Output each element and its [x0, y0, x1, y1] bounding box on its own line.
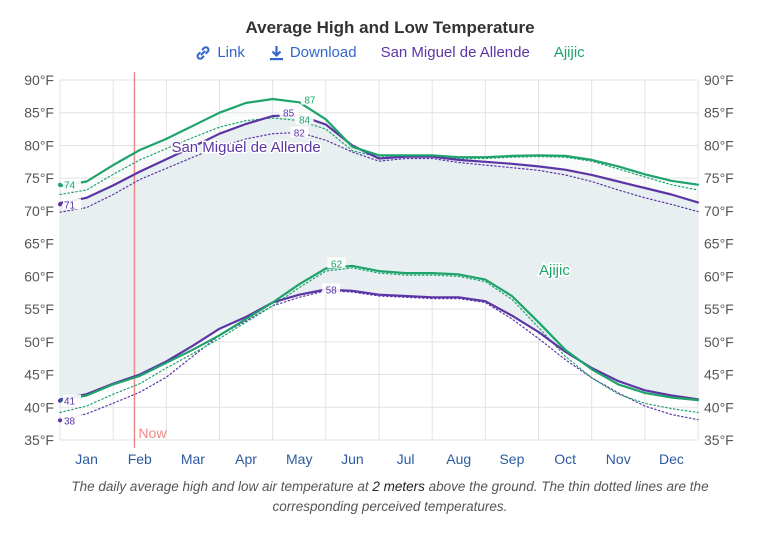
- data-value-text: 38: [64, 416, 76, 427]
- month-label: May: [286, 451, 312, 467]
- data-value-text: 85: [283, 109, 295, 120]
- data-value-dot: [58, 418, 62, 423]
- data-value-label-bg: [63, 394, 81, 406]
- y-tick-label-left: 70°F: [24, 203, 54, 219]
- series-name-label-san-miguel: San Miguel de Allende: [171, 139, 320, 156]
- y-tick-label-left: 85°F: [24, 105, 54, 121]
- month-label: Jun: [341, 451, 364, 467]
- data-value-label-bg: [327, 257, 346, 269]
- chart-controls: Link Download San Miguel de Allende Ajij…: [0, 44, 780, 61]
- data-value-label: 41: [58, 394, 81, 408]
- y-tick-label-right: 90°F: [704, 72, 734, 88]
- caption-text-end: above the ground. The thin dotted lines …: [272, 479, 709, 514]
- data-value-label-bg: [295, 113, 314, 125]
- y-tick-label-left: 50°F: [24, 334, 54, 350]
- y-tick-label-left: 60°F: [24, 268, 54, 284]
- month-label: Apr: [235, 451, 257, 467]
- data-value-text: 87: [304, 96, 316, 107]
- data-value-text: 58: [326, 285, 338, 296]
- data-value-label-bg: [63, 178, 81, 190]
- y-tick-label-right: 55°F: [704, 301, 734, 317]
- y-tick-label-left: 40°F: [24, 399, 54, 415]
- download-label: Download: [289, 44, 357, 61]
- data-value-text: 82: [294, 128, 306, 139]
- san-miguel-high-line: [58, 114, 700, 205]
- data-value-label-bg: [322, 283, 341, 295]
- data-value-text: 41: [64, 397, 76, 408]
- series-toggle-ajijic[interactable]: Ajijic: [553, 44, 585, 61]
- y-tick-label-right: 85°F: [704, 105, 734, 121]
- data-value-label: 62: [327, 257, 346, 270]
- y-tick-label-right: 45°F: [704, 367, 734, 383]
- data-value-label: 74: [58, 178, 81, 192]
- month-label: Mar: [181, 451, 205, 467]
- ajijic-low-perceived-line: [59, 267, 699, 414]
- data-value-label-bg: [63, 414, 81, 426]
- data-value-label-bg: [290, 126, 309, 138]
- y-tick-label-left: 65°F: [24, 236, 54, 252]
- month-label: Feb: [128, 451, 152, 467]
- month-label: Dec: [659, 451, 684, 467]
- data-value-label: 84: [295, 113, 314, 126]
- ajijic-high-line: [58, 97, 700, 188]
- y-tick-label-right: 70°F: [704, 203, 734, 219]
- y-tick-label-right: 50°F: [704, 334, 734, 350]
- y-tick-label-left: 75°F: [24, 170, 54, 186]
- data-value-label: 82: [290, 126, 309, 139]
- data-value-label: 58: [322, 283, 341, 296]
- series-toggle-san-miguel[interactable]: San Miguel de Allende: [380, 44, 530, 61]
- y-tick-label-right: 40°F: [704, 399, 734, 415]
- download-icon: [269, 45, 284, 61]
- data-value-dot: [58, 398, 62, 403]
- month-label: Sep: [499, 451, 524, 467]
- y-tick-label-right: 65°F: [704, 236, 734, 252]
- month-label: Aug: [446, 451, 471, 467]
- download-button[interactable]: Download: [269, 44, 357, 61]
- y-tick-label-right: 75°F: [704, 170, 734, 186]
- data-value-label-bg: [63, 198, 81, 210]
- month-label: Jul: [397, 451, 415, 467]
- y-tick-label-left: 35°F: [24, 432, 54, 448]
- link-button[interactable]: Link: [195, 44, 245, 61]
- ajijic-low-line: [58, 264, 700, 402]
- link-icon: [195, 45, 211, 61]
- y-tick-label-right: 35°F: [704, 432, 734, 448]
- link-label: Link: [217, 44, 245, 61]
- data-value-label: 38: [58, 414, 81, 427]
- y-tick-label-right: 80°F: [704, 137, 734, 153]
- data-value-dot: [58, 202, 62, 207]
- data-value-dot: [58, 182, 62, 187]
- san-miguel-high-perceived-line: [59, 131, 699, 213]
- data-value-label: 71: [58, 198, 81, 211]
- now-label: Now: [138, 425, 167, 441]
- y-tick-label-left: 90°F: [24, 72, 54, 88]
- caption-text-start: The daily average high and low air tempe…: [71, 479, 373, 494]
- data-value-label: 85: [279, 106, 298, 120]
- y-tick-label-left: 55°F: [24, 301, 54, 317]
- data-value-label-bg: [279, 106, 298, 118]
- month-label: Oct: [554, 451, 576, 467]
- month-label: Jan: [75, 451, 98, 467]
- data-value-text: 74: [64, 181, 76, 192]
- chart-title: Average High and Low Temperature: [245, 18, 535, 37]
- caption-emphasis: 2 meters: [372, 479, 425, 494]
- y-tick-label-right: 60°F: [704, 268, 734, 284]
- data-value-label: 87: [300, 93, 319, 107]
- temperature-chart: 35°F 35°F 40°F 40°F 45°F 45°F 50°F 50°F 55°F 55°F…: [24, 72, 734, 467]
- data-value-text: 62: [331, 259, 343, 270]
- data-value-text: 84: [299, 115, 311, 126]
- ajijic-high-perceived-line: [59, 117, 699, 196]
- series-name-label-ajijic: Ajijic: [539, 262, 570, 279]
- y-tick-label-left: 80°F: [24, 137, 54, 153]
- chart-caption: The daily average high and low air tempe…: [40, 477, 740, 517]
- data-value-label-bg: [300, 93, 319, 105]
- month-label: Nov: [606, 451, 631, 467]
- data-value-text: 71: [64, 200, 76, 211]
- ajijic-range-band: [60, 98, 698, 401]
- y-tick-label-left: 45°F: [24, 367, 54, 383]
